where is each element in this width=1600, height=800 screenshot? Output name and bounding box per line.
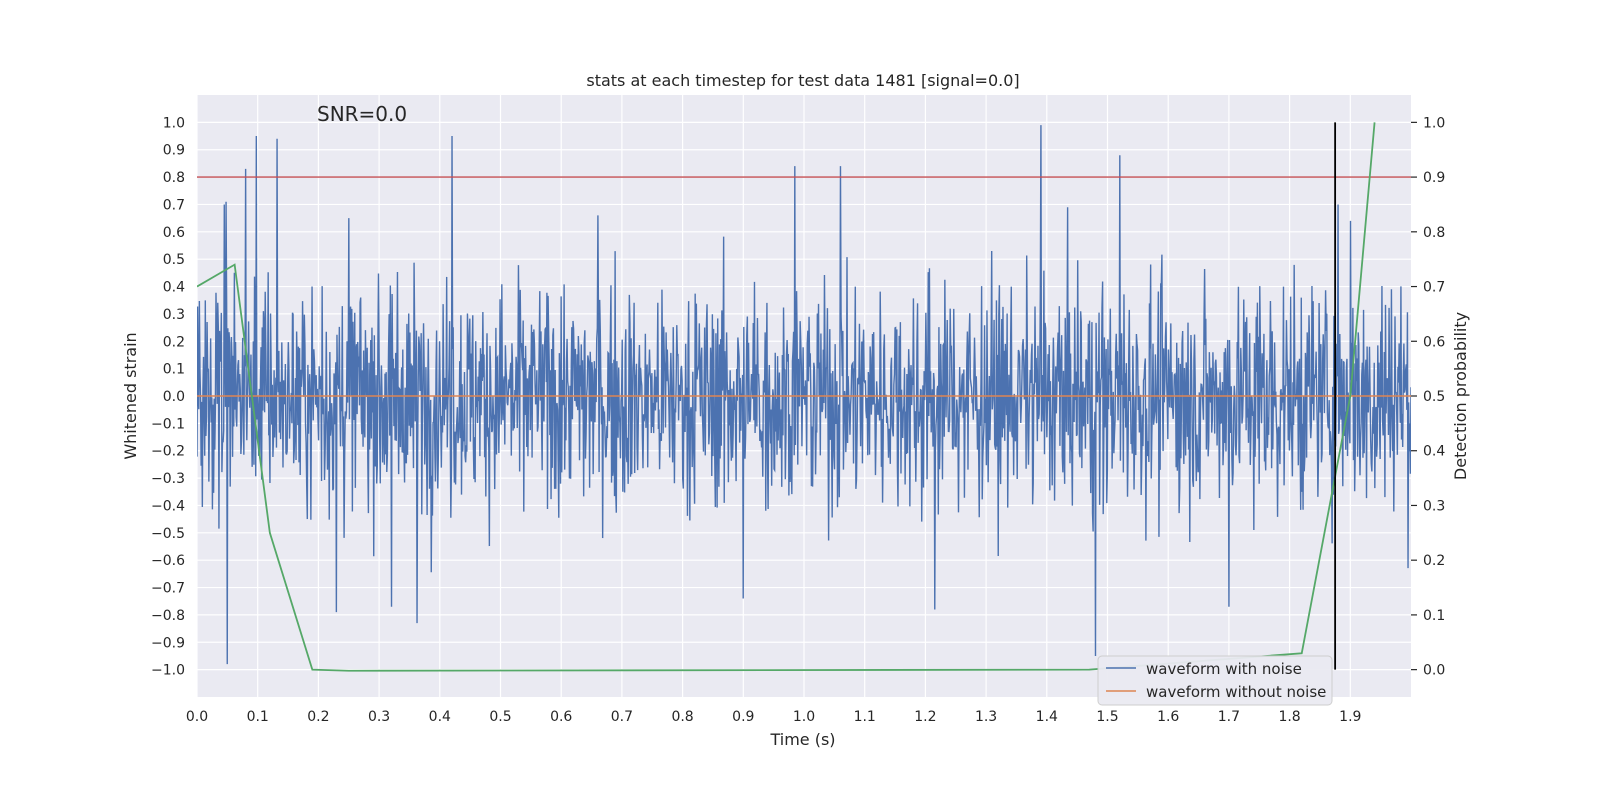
plot-area xyxy=(197,122,1411,672)
y-tick-label: 0.3 xyxy=(163,307,185,323)
y-tick-label: 1.0 xyxy=(163,115,185,131)
y-tick-label: 0.4 xyxy=(163,280,185,296)
x-tick-label: 1.3 xyxy=(975,709,997,725)
x-tick-label: 1.5 xyxy=(1096,709,1118,725)
x-tick-label: 1.4 xyxy=(1036,709,1058,725)
y2-tick-label: 0.1 xyxy=(1423,608,1445,624)
y-tick-label: −0.6 xyxy=(151,553,185,569)
snr-annotation: SNR=0.0 xyxy=(317,102,407,126)
x-tick-label: 1.6 xyxy=(1157,709,1179,725)
x-tick-label: 0.8 xyxy=(671,709,693,725)
y2-tick-label: 0.4 xyxy=(1423,444,1445,460)
x-axis-label: Time (s) xyxy=(769,730,835,749)
series-line-detection-probability xyxy=(197,122,1376,672)
y-tick-label: −0.4 xyxy=(151,498,185,514)
x-tick-label: 1.8 xyxy=(1278,709,1300,725)
y-tick-label: 0.7 xyxy=(163,197,185,213)
y2-tick-label: 0.6 xyxy=(1423,334,1445,350)
y-tick-label: −0.1 xyxy=(151,416,185,432)
x-tick-label: 0.2 xyxy=(307,709,329,725)
legend-label-clean: waveform without noise xyxy=(1146,683,1326,701)
y-axis-label: Whitened strain xyxy=(121,332,140,459)
legend: waveform with noise waveform without noi… xyxy=(1097,655,1333,706)
y-tick-label: 0.6 xyxy=(163,225,185,241)
y2-tick-label: 0.7 xyxy=(1423,280,1445,296)
x-tick-label: 0.4 xyxy=(429,709,451,725)
x-tick-label: 0.5 xyxy=(489,709,511,725)
y2-axis-label: Detection probability xyxy=(1451,312,1470,480)
y2-tick-label: 0.8 xyxy=(1423,225,1445,241)
y2-tick-label: 0.9 xyxy=(1423,170,1445,186)
y-tick-label: 0.9 xyxy=(163,143,185,159)
y2-tick-label: 0.2 xyxy=(1423,553,1445,569)
y-tick-label: 0.5 xyxy=(163,252,185,268)
y2-tick-label: 0.3 xyxy=(1423,498,1445,514)
x-tick-label: 1.1 xyxy=(854,709,876,725)
y-tick-label: −0.3 xyxy=(151,471,185,487)
x-tick-label: 1.2 xyxy=(914,709,936,725)
y-tick-label: −1.0 xyxy=(151,663,185,679)
y-tick-label: −0.8 xyxy=(151,608,185,624)
x-tick-label: 1.9 xyxy=(1339,709,1361,725)
y-tick-label: 0.8 xyxy=(163,170,185,186)
y2-tick-label: 0.0 xyxy=(1423,663,1445,679)
y-tick-label: −0.9 xyxy=(151,635,185,651)
x-tick-label: 0.9 xyxy=(732,709,754,725)
x-tick-label: 1.0 xyxy=(793,709,815,725)
y-tick-label: 0.2 xyxy=(163,334,185,350)
x-tick-label: 0.0 xyxy=(186,709,208,725)
y-tick-label: −0.2 xyxy=(151,444,185,460)
x-tick-label: 0.7 xyxy=(611,709,633,725)
series-line-waveform-with-noise xyxy=(197,125,1411,665)
y-tick-label: 0.0 xyxy=(163,389,185,405)
y-tick-label: −0.7 xyxy=(151,581,185,597)
legend-box xyxy=(1097,655,1333,706)
x-tick-label: 0.6 xyxy=(550,709,572,725)
x-tick-label: 0.1 xyxy=(247,709,269,725)
legend-label-noise: waveform with noise xyxy=(1146,660,1302,678)
y2-tick-label: 1.0 xyxy=(1423,115,1445,131)
y2-axis-ticks: 0.0 0.1 0.2 0.3 0.4 0.5 0.6 0.7 0.8 0.9 1.0 xyxy=(1411,115,1445,679)
y-tick-label: −0.5 xyxy=(151,526,185,542)
y2-tick-label: 0.5 xyxy=(1423,389,1445,405)
y-axis-ticks: −1.0 −0.9 −0.8 −0.7 −0.6 −0.5 −0.4 −0.3 −0.2 −0.1… xyxy=(151,115,185,678)
x-tick-label: 1.7 xyxy=(1218,709,1240,725)
x-axis-ticks: 0.0 0.1 0.2 0.3 0.4 0.5 0.6 0.7 0.8 0.9 1.0 1.1 1.2 1… xyxy=(186,709,1362,725)
y-tick-label: 0.1 xyxy=(163,362,185,378)
chart-title: stats at each timestep for test data 148… xyxy=(586,71,1019,90)
x-tick-label: 0.3 xyxy=(368,709,390,725)
